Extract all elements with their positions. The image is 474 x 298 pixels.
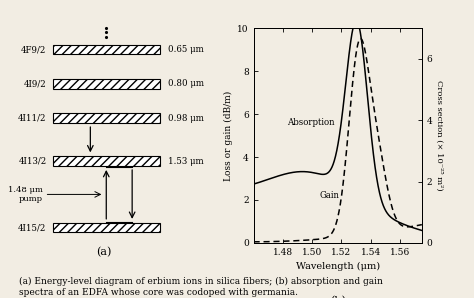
Text: 4F9/2: 4F9/2 — [21, 45, 46, 54]
Text: (b): (b) — [330, 296, 346, 298]
Bar — [53, 79, 160, 89]
Text: 1.53 μm: 1.53 μm — [168, 157, 204, 166]
Text: 4I11/2: 4I11/2 — [18, 114, 46, 123]
Text: (a): (a) — [97, 247, 112, 257]
X-axis label: Wavelength (μm): Wavelength (μm) — [296, 262, 380, 271]
Y-axis label: Cross section (× 10⁻²⁵ m²): Cross section (× 10⁻²⁵ m²) — [436, 80, 444, 191]
Y-axis label: Loss or gain (dB/m): Loss or gain (dB/m) — [224, 91, 233, 181]
Bar — [53, 156, 160, 166]
Bar — [53, 114, 160, 123]
Text: 1.48 μm
pump: 1.48 μm pump — [8, 186, 43, 203]
Text: (a) Energy-level diagram of erbium ions in silica fibers; (b) absorption and gai: (a) Energy-level diagram of erbium ions … — [19, 277, 383, 297]
Text: Gain: Gain — [319, 191, 339, 200]
Text: 0.65 μm: 0.65 μm — [168, 45, 204, 54]
Bar — [53, 223, 160, 232]
Text: 4I9/2: 4I9/2 — [24, 79, 46, 89]
Text: Absorption: Absorption — [287, 118, 335, 127]
Text: 0.98 μm: 0.98 μm — [168, 114, 204, 123]
Bar — [53, 45, 160, 55]
Text: 4I15/2: 4I15/2 — [18, 223, 46, 232]
Text: 0.80 μm: 0.80 μm — [168, 79, 204, 89]
Text: 4I13/2: 4I13/2 — [18, 157, 46, 166]
